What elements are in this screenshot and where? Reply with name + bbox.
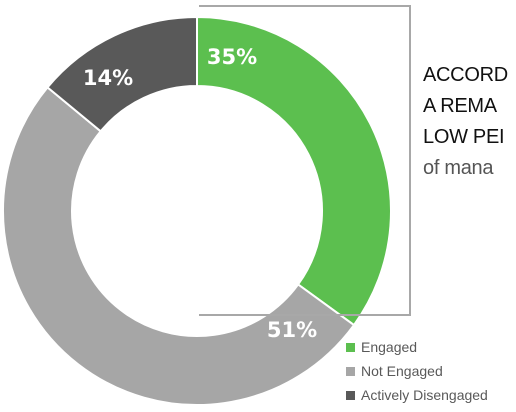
slice-not-engaged <box>2 85 356 406</box>
slice-actively-disengaged <box>46 15 198 133</box>
chart-legend: Engaged Not Engaged Actively Disengaged <box>346 335 488 407</box>
data-label-not-engaged: 51% <box>267 318 317 342</box>
callout-border <box>199 5 411 316</box>
legend-swatch-actively-disengaged <box>346 390 355 400</box>
callout-line-4: of mana <box>423 157 494 179</box>
legend-label-not-engaged: Not Engaged <box>361 363 443 379</box>
data-label-actively-disengaged: 14% <box>83 66 133 90</box>
callout-line-1: ACCORD <box>423 64 508 86</box>
legend-item-not-engaged: Not Engaged <box>346 359 488 383</box>
legend-label-engaged: Engaged <box>361 339 418 355</box>
legend-swatch-not-engaged <box>346 366 355 376</box>
callout-line-3: LOW PEI <box>423 126 505 148</box>
callout-line-2: A REMA <box>423 95 497 117</box>
data-label-engaged: 35% <box>207 45 257 69</box>
legend-swatch-engaged <box>346 342 355 352</box>
callout-text: ACCORD A REMA LOW PEI of mana <box>423 60 516 184</box>
slice-engaged <box>196 15 392 327</box>
legend-item-engaged: Engaged <box>346 335 488 359</box>
legend-item-actively-disengaged: Actively Disengaged <box>346 383 488 407</box>
legend-label-actively-disengaged: Actively Disengaged <box>361 387 488 403</box>
